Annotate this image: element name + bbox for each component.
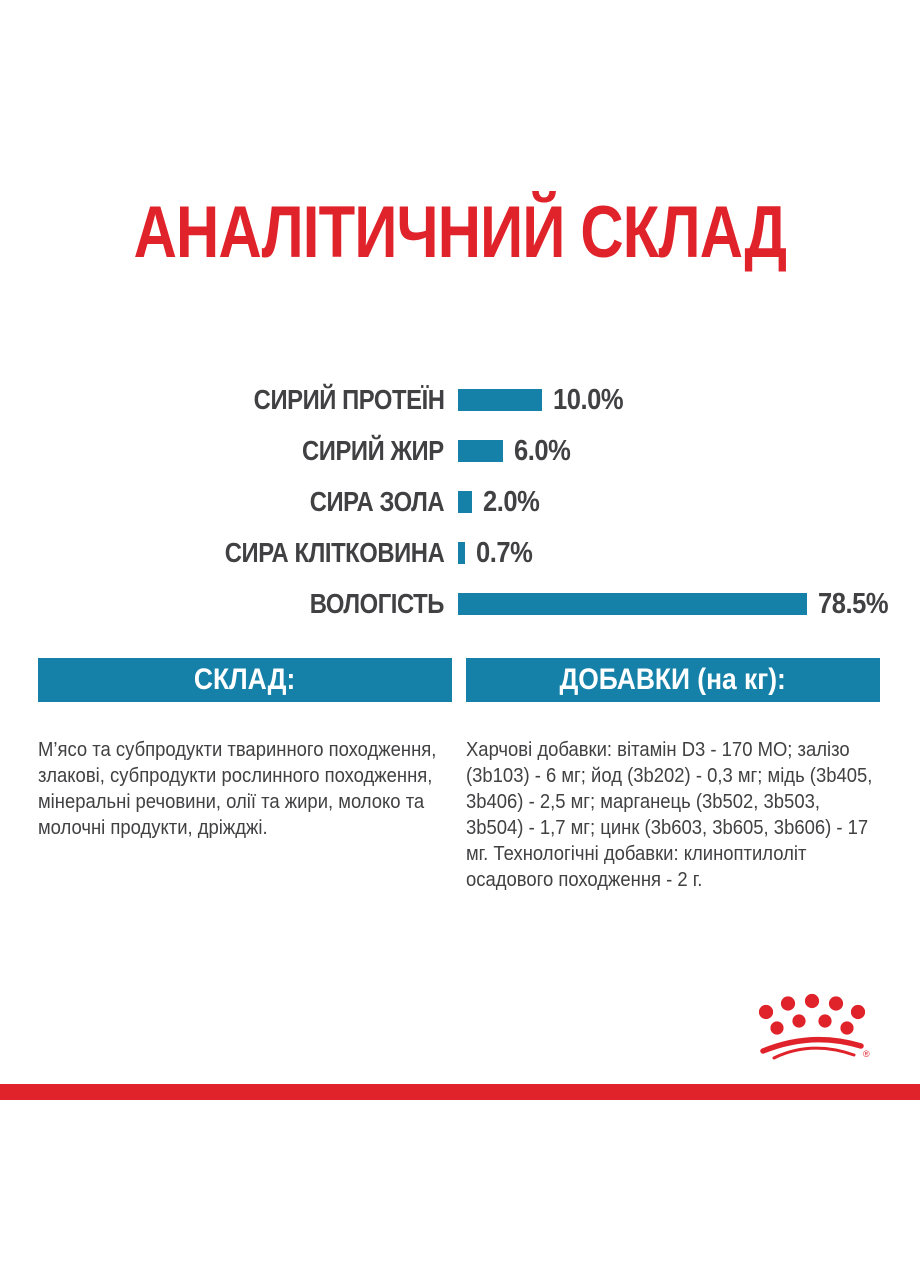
bar-label: ВОЛОГІСТЬ xyxy=(309,588,445,619)
bar-label: СИРА КЛІТКОВИНА xyxy=(224,537,444,568)
bar-label-cell: СИРА КЛІТКОВИНА xyxy=(0,539,458,567)
page-title: АНАЛІТИЧНИЙ СКЛАД xyxy=(0,196,920,269)
bar-value-cell: 10.0% xyxy=(553,383,633,416)
chart-row: СИРИЙ ПРОТЕЇН 10.0% xyxy=(0,385,920,414)
bar-value-cell: 0.7% xyxy=(476,536,540,569)
composition-header: СКЛАД: xyxy=(38,658,452,702)
bar-value: 6.0% xyxy=(514,434,571,467)
crown-dots xyxy=(758,993,866,1035)
bar xyxy=(458,440,503,462)
additives-body: Харчові добавки: вітамін D3 - 170 МО; за… xyxy=(466,737,873,891)
bar-value-cell: 78.5% xyxy=(818,587,898,620)
bar-label: СИРИЙ ПРОТЕЇН xyxy=(253,384,444,415)
bar-label-cell: СИРИЙ ПРОТЕЇН xyxy=(0,386,458,414)
registered-trademark-icon: ® xyxy=(863,1049,870,1059)
chart-row: СИРА ЗОЛА 2.0% xyxy=(0,487,920,516)
bar-label-cell: СИРА ЗОЛА xyxy=(0,488,458,516)
bar-label-cell: ВОЛОГІСТЬ xyxy=(0,590,458,618)
analytical-composition-chart: СИРИЙ ПРОТЕЇН 10.0% СИРИЙ ЖИР 6.0% СИРА … xyxy=(0,385,920,644)
bar-label: СИРА ЗОЛА xyxy=(309,486,445,517)
bar-value: 78.5% xyxy=(818,587,889,620)
bar xyxy=(458,389,542,411)
bar xyxy=(458,542,465,564)
bar-value: 0.7% xyxy=(476,536,533,569)
royal-canin-crown-logo: ® xyxy=(758,993,870,1060)
bar-label-cell: СИРИЙ ЖИР xyxy=(0,437,458,465)
bar-label: СИРИЙ ЖИР xyxy=(302,435,444,466)
page-title-text: АНАЛІТИЧНИЙ СКЛАД xyxy=(133,192,787,273)
additives-header-text: ДОБАВКИ (на кг): xyxy=(559,663,787,696)
chart-row: СИРИЙ ЖИР 6.0% xyxy=(0,436,920,465)
bar-value: 2.0% xyxy=(483,485,540,518)
bar-value-cell: 2.0% xyxy=(483,485,547,518)
bar-value-cell: 6.0% xyxy=(514,434,578,467)
additives-header: ДОБАВКИ (на кг): xyxy=(466,658,880,702)
composition-header-text: СКЛАД: xyxy=(194,663,296,696)
composition-body: М’ясо та субпродукти тваринного походжен… xyxy=(38,737,437,839)
crown-base-arcs xyxy=(760,1036,864,1060)
bar-value: 10.0% xyxy=(553,383,624,416)
chart-row: СИРА КЛІТКОВИНА 0.7% xyxy=(0,538,920,567)
footer-red-bar xyxy=(0,1084,920,1100)
bar xyxy=(458,593,807,615)
bar xyxy=(458,491,472,513)
chart-row: ВОЛОГІСТЬ 78.5% xyxy=(0,589,920,618)
